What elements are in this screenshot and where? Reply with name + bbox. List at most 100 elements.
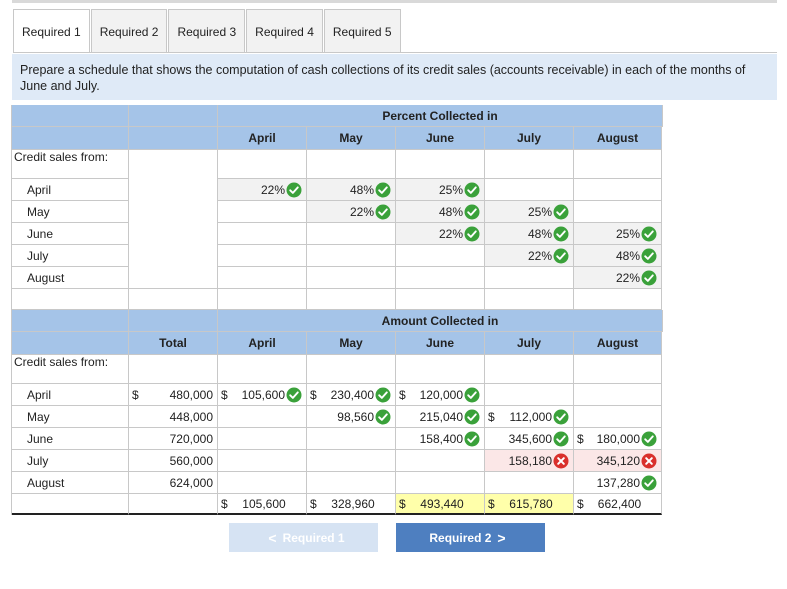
cell-value: 215,040 (419, 409, 463, 424)
empty-cell (396, 267, 485, 289)
empty-cell (574, 406, 662, 428)
empty-cell (485, 179, 574, 201)
column-header-august: August (574, 332, 662, 355)
amount-input[interactable]: $230,400 (307, 384, 396, 406)
credit-sales-from-label: Credit sales from: (12, 150, 129, 179)
percent-input[interactable]: 25% (485, 201, 574, 223)
percent-input[interactable]: 22% (396, 223, 485, 245)
empty-cell (218, 245, 307, 267)
cell-value: 230,400 (330, 387, 374, 402)
cell-value: 25% (438, 182, 463, 197)
check-icon (286, 387, 302, 402)
empty-cell (218, 289, 307, 310)
percent-input[interactable]: 25% (396, 179, 485, 201)
check-icon (641, 475, 657, 490)
column-header-april: April (218, 127, 307, 150)
previous-required-button[interactable]: < Required 1 (229, 523, 378, 552)
column-header-july: July (485, 127, 574, 150)
empty-cell (574, 150, 662, 179)
tab-required-3[interactable]: Required 3 (168, 9, 246, 53)
column-total-value[interactable]: $493,440 (396, 494, 485, 515)
percent-input[interactable]: 25% (574, 223, 662, 245)
amount-input[interactable]: 137,280 (574, 472, 662, 494)
check-icon (464, 204, 480, 219)
amount-input[interactable]: 345,120 (574, 450, 662, 472)
percent-input[interactable]: 22% (485, 245, 574, 267)
row-label-july: July (12, 245, 129, 267)
empty-cell (218, 201, 307, 223)
empty-cell (218, 428, 307, 450)
empty-cell (307, 355, 396, 384)
check-icon (464, 387, 480, 402)
cell-value: 22% (615, 270, 640, 285)
cell-value: 158,180 (508, 453, 552, 468)
cell-value: 48% (527, 226, 552, 241)
amount-input[interactable]: $112,000 (485, 406, 574, 428)
amount-input[interactable]: 98,560 (307, 406, 396, 428)
empty-cell (485, 472, 574, 494)
cell-value: June (425, 131, 454, 145)
tab-required-1[interactable]: Required 1 (13, 9, 90, 53)
column-total-value[interactable]: $615,780 (485, 494, 574, 515)
empty-cell (129, 494, 218, 515)
column-total-value: $105,600 (218, 494, 307, 515)
amount-input[interactable]: $120,000 (396, 384, 485, 406)
tab-underline (13, 52, 777, 53)
currency-symbol: $ (577, 496, 584, 511)
header-blank (12, 310, 129, 332)
tab-required-4[interactable]: Required 4 (246, 9, 323, 53)
tab-required-2[interactable]: Required 2 (90, 9, 168, 53)
instruction-text: Prepare a schedule that shows the comput… (12, 54, 777, 100)
total-value: 720,000 (129, 428, 218, 450)
cell-value: 105,600 (242, 496, 286, 511)
amount-input[interactable]: 158,400 (396, 428, 485, 450)
cell-value: 615,780 (509, 496, 553, 511)
cell-value: August (596, 336, 639, 350)
check-icon (553, 409, 569, 424)
amount-input[interactable]: 345,600 (485, 428, 574, 450)
amount-input[interactable]: 158,180 (485, 450, 574, 472)
percent-input[interactable]: 48% (307, 179, 396, 201)
empty-cell (574, 384, 662, 406)
empty-cell (218, 267, 307, 289)
amount-input[interactable]: $105,600 (218, 384, 307, 406)
empty-cell (307, 223, 396, 245)
total-value: 560,000 (129, 450, 218, 472)
empty-cell (12, 289, 129, 310)
empty-cell (485, 355, 574, 384)
check-icon (641, 226, 657, 241)
total-value: 624,000 (129, 472, 218, 494)
check-icon (464, 409, 480, 424)
total-value: $480,000 (129, 384, 218, 406)
percent-input[interactable]: 22% (307, 201, 396, 223)
check-icon (641, 431, 657, 446)
header-blank (12, 332, 129, 355)
cell-value: 137,280 (596, 475, 640, 490)
amount-input[interactable]: 215,040 (396, 406, 485, 428)
percent-input[interactable]: 22% (574, 267, 662, 289)
percent-input[interactable]: 48% (485, 223, 574, 245)
row-label-july: July (12, 450, 129, 472)
empty-cell (485, 289, 574, 310)
amount-input[interactable]: $180,000 (574, 428, 662, 450)
percent-input[interactable]: 48% (396, 201, 485, 223)
empty-cell (574, 355, 662, 384)
cell-value: 105,600 (241, 387, 285, 402)
cell-value: 180,000 (596, 431, 640, 446)
header-blank (12, 105, 129, 127)
percent-input[interactable]: 48% (574, 245, 662, 267)
check-icon (375, 409, 391, 424)
cell-value: June (27, 431, 54, 446)
percent-input[interactable]: 22% (218, 179, 307, 201)
tab-required-5[interactable]: Required 5 (323, 9, 401, 53)
row-label-may: May (12, 201, 129, 223)
check-icon (553, 248, 569, 263)
column-header-july: July (485, 332, 574, 355)
check-icon (464, 431, 480, 446)
next-required-button[interactable]: Required 2 > (396, 523, 545, 552)
chevron-right-icon: > (497, 529, 506, 546)
empty-cell (396, 289, 485, 310)
cell-value: 493,440 (420, 496, 464, 511)
header-blank (129, 127, 218, 150)
column-header-total: Total (129, 332, 218, 355)
